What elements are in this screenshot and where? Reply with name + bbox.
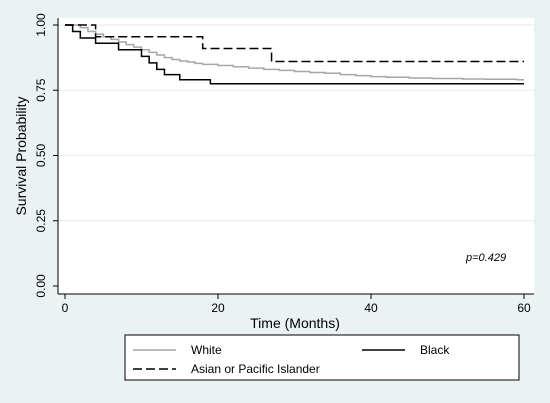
x-ticks: 0 20 40 60: [62, 294, 531, 315]
y-ticks: 0.00 0.25 0.50 0.75 1.00: [34, 13, 58, 298]
y-axis-label: Survival Probability: [13, 96, 29, 215]
series-line-3: [65, 24, 524, 63]
y-tick-label: 0.50: [34, 143, 48, 167]
legend-label: Black: [420, 343, 450, 357]
x-tick-label: 40: [364, 301, 378, 315]
legend-label: White: [191, 343, 222, 357]
legend: White Black Asian or Pacific Islander: [124, 334, 520, 381]
series-line-1: [65, 24, 524, 81]
y-tick-label: 1.00: [34, 13, 48, 37]
legend-label: Asian or Pacific Islander: [191, 362, 320, 376]
x-tick-label: 0: [62, 301, 69, 315]
y-tick-label: 0.25: [34, 209, 48, 233]
series-line-2: [65, 24, 524, 85]
p-value-annotation: p=0.429: [465, 252, 506, 264]
x-tick-label: 60: [517, 301, 531, 315]
series-layer: [65, 24, 524, 85]
y-tick-label: 0.00: [34, 274, 48, 298]
x-axis-label: Time (Months): [250, 315, 340, 331]
gridlines: [58, 24, 534, 222]
x-tick-label: 20: [211, 301, 225, 315]
y-tick-label: 0.75: [34, 78, 48, 102]
legend-box: [124, 334, 520, 381]
